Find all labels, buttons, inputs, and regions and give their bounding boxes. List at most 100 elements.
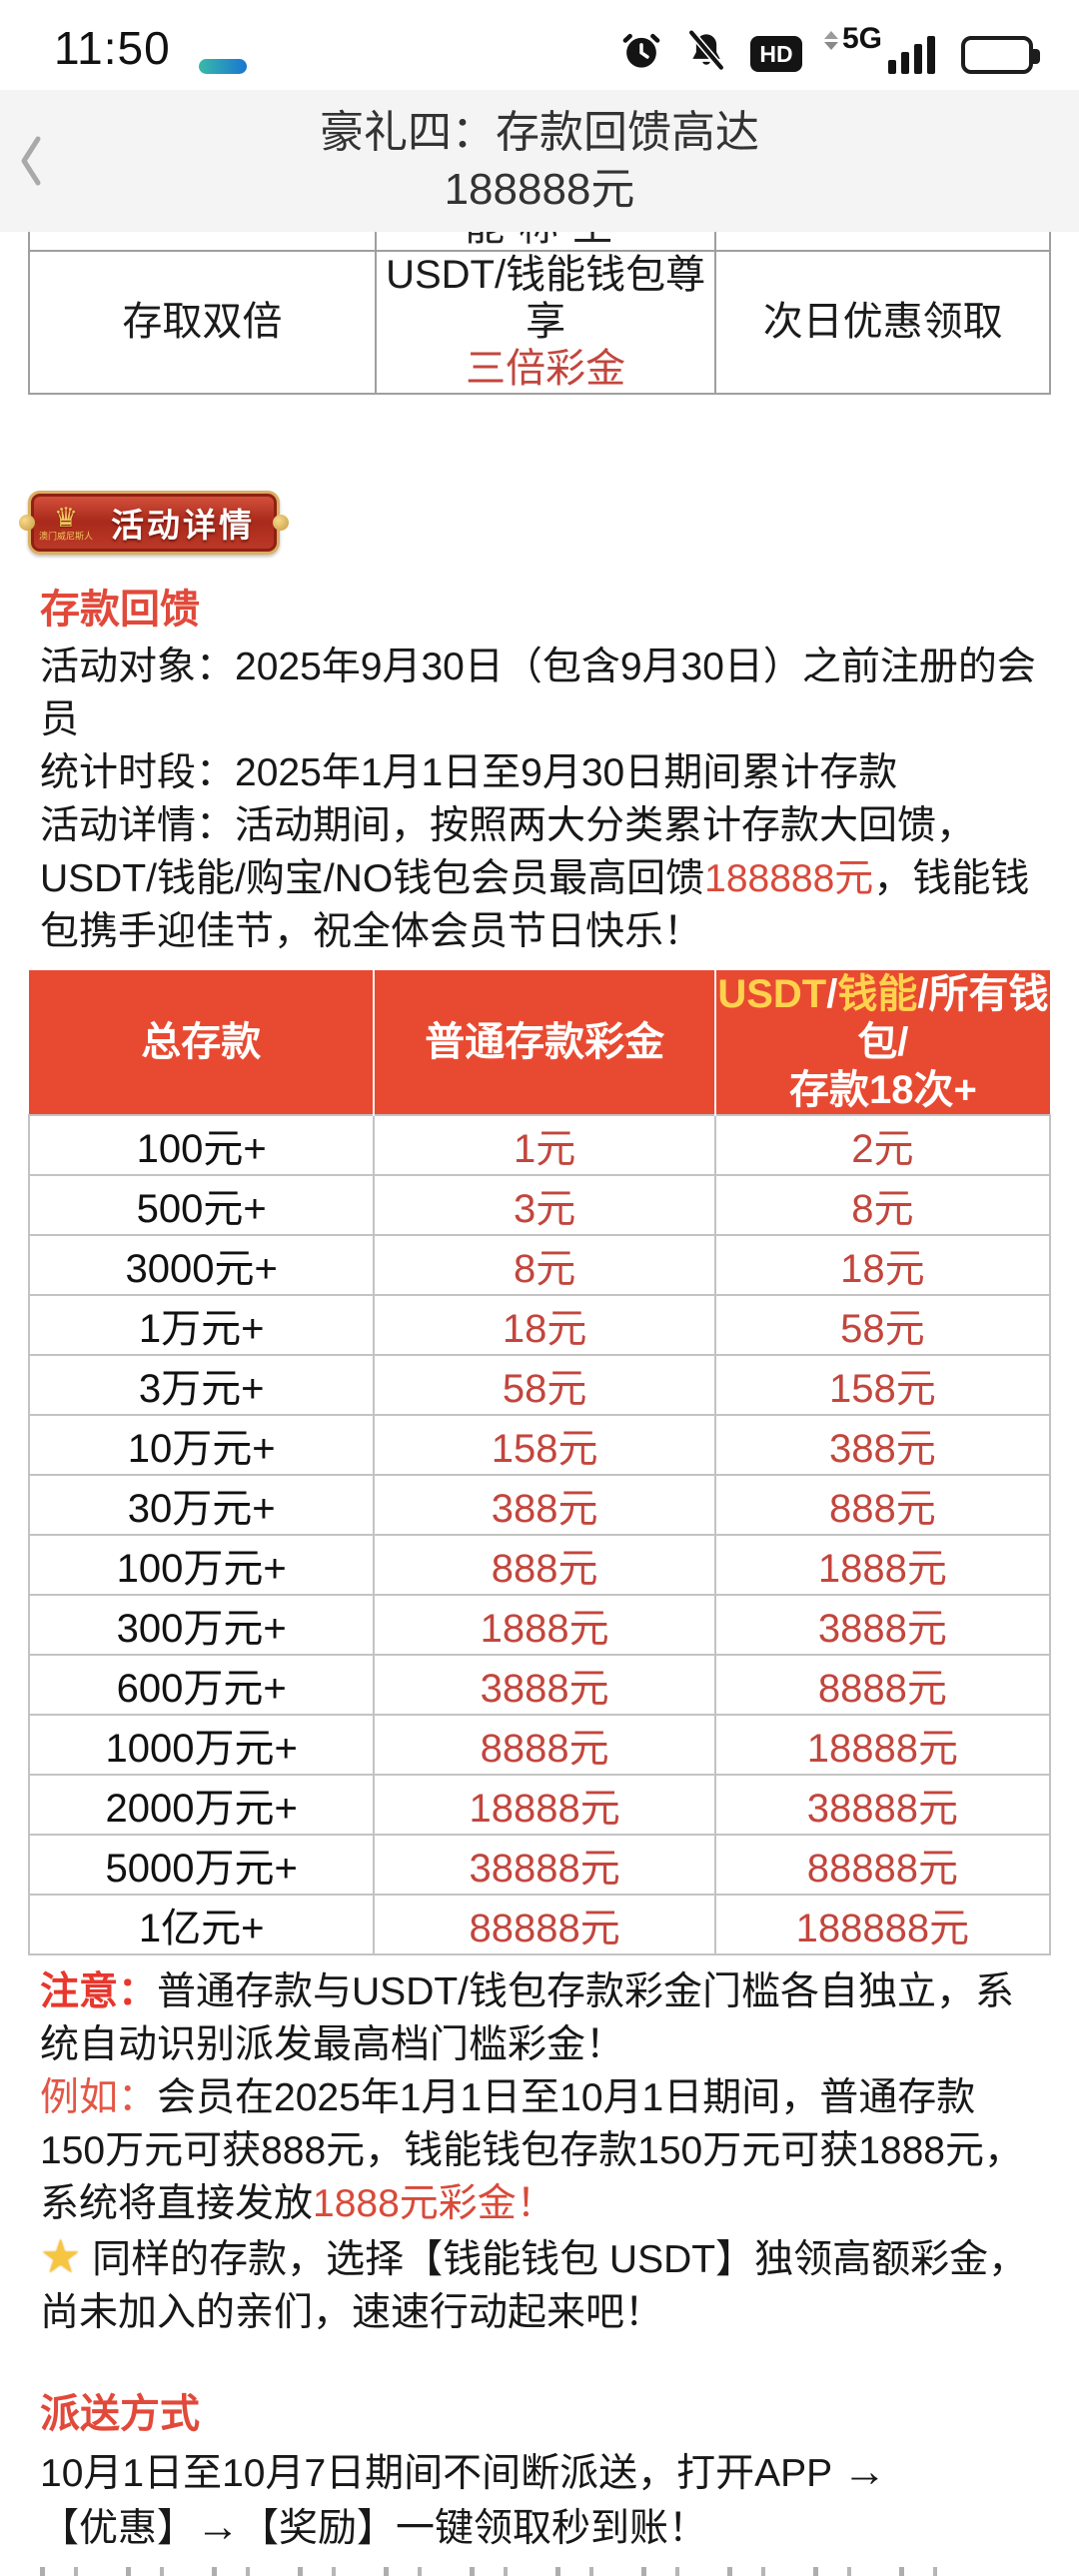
text-segment: 普通存款与USDT/钱包存款彩金门槛各自独立，系统自动识别派发最高档门槛彩金！ <box>40 1970 1015 2066</box>
badge-emblem: ♛ 澳门威尼斯人 <box>31 503 101 543</box>
paragraph-period: 统计时段：2025年1月1日至9月30日期间累计存款 <box>40 746 1039 799</box>
text-segment: /所有钱包/ <box>857 972 1049 1064</box>
benefit-cell-double: 存取双倍 <box>30 252 375 393</box>
text-segment-orange: 例如： <box>40 2076 158 2119</box>
paragraph-delivery: 10月1日至10月7日期间不间断派送，打开APP →【优惠】→【奖励】一键领取秒… <box>40 2445 1039 2555</box>
tier-row: 3万元+ 58元 158元 <box>27 1354 1052 1416</box>
text-segment-red: 188888元 <box>704 857 874 900</box>
tier-row: 300万元+ 1888元 3888元 <box>27 1594 1052 1656</box>
benefit-text: 次日优惠领取 <box>762 300 1003 344</box>
tier-threshold: 1万元+ <box>27 1294 376 1356</box>
tier-bonus-value: 388元 <box>713 1414 1052 1476</box>
tier-bonus-value: 8元 <box>373 1234 716 1296</box>
tier-bonus-value: 88888元 <box>713 1834 1052 1896</box>
tier-bonus-value: 8元 <box>713 1174 1052 1236</box>
benefit-cell-clipped: 能称王 <box>374 232 715 250</box>
tier-threshold: 5000万元+ <box>27 1834 376 1896</box>
tier-bonus-value: 3888元 <box>373 1654 716 1716</box>
back-button[interactable] <box>16 131 60 191</box>
paragraph-call-to-action: ★ 同样的存款，选择【钱能钱包 USDT】独领高额彩金，尚未加入的亲们，速速行动… <box>40 2230 1039 2339</box>
tier-bonus-value: 188888元 <box>713 1894 1052 1955</box>
tier-threshold: 100元+ <box>27 1114 376 1176</box>
text-segment: 统计时段：2025年1月1日至9月30日期间累计存款 <box>40 751 898 794</box>
activity-details-badge: ♛ 澳门威尼斯人 活动详情 <box>28 491 280 555</box>
text-segment: 活动详情：活动期间，按照两大分类累计存款大回馈，USDT/钱能/购宝/NO钱包会… <box>40 804 976 900</box>
benefit-text: USDT/钱能钱包尊享 <box>386 253 706 344</box>
clipped-partial-text: 能称王 <box>377 232 715 247</box>
text-segment: 活动对象：2025年9月30日（包含9月30日）之前注册的会员 <box>40 645 1036 741</box>
text-segment-arrow: → <box>842 2447 887 2496</box>
text-segment-gold: 钱能 <box>837 972 918 1016</box>
tier-bonus-value: 38888元 <box>373 1834 716 1896</box>
tier-threshold: 10万元+ <box>27 1414 376 1476</box>
clipped-next-line <box>40 2567 969 2576</box>
benefit-cell-nextday: 次日优惠领取 <box>714 252 1049 393</box>
tier-bonus-value: 3元 <box>373 1174 716 1236</box>
text-segment: / <box>826 972 838 1016</box>
tier-bonus-value: 888元 <box>713 1474 1052 1536</box>
tier-bonus-value: 8888元 <box>373 1714 716 1776</box>
benefit-cell-usdt: USDT/钱能钱包尊享 三倍彩金 <box>374 252 715 393</box>
tier-row: 30万元+ 388元 888元 <box>27 1474 1052 1536</box>
tier-threshold: 600万元+ <box>27 1654 376 1716</box>
tier-bonus-value: 88888元 <box>373 1894 716 1955</box>
tier-threshold: 1000万元+ <box>27 1714 376 1776</box>
page-title-line2: 188888元 <box>444 165 635 214</box>
tier-bonus-value: 158元 <box>373 1414 716 1476</box>
text-segment-arrow: → <box>196 2502 241 2551</box>
text-segment-star: ★ <box>40 2230 82 2282</box>
tier-row: 1亿元+ 88888元 188888元 <box>27 1894 1052 1955</box>
promo-page: { "status_bar": { "time": "11:50", "hd_l… <box>0 0 1079 2190</box>
tier-row: 10万元+ 158元 388元 <box>27 1414 1052 1476</box>
paragraph-details: 活动详情：活动期间，按照两大分类累计存款大回馈，USDT/钱能/购宝/NO钱包会… <box>40 799 1039 958</box>
text-segment-red: 1888元彩金！ <box>313 2182 555 2225</box>
tier-bonus-value: 58元 <box>713 1294 1052 1356</box>
tier-threshold: 100万元+ <box>27 1534 376 1596</box>
tier-row: 3000元+ 8元 18元 <box>27 1234 1052 1296</box>
tier-row: 5000万元+ 38888元 88888元 <box>27 1834 1052 1896</box>
mute-bell-icon <box>688 30 724 71</box>
nav-bar: 豪礼四：存款回馈高达 188888元 <box>0 90 1079 232</box>
tiers-header-row: 总存款 普通存款彩金 USDT/钱能/所有钱包/ 存款18次+ <box>29 970 1050 1115</box>
tier-bonus-value: 2元 <box>713 1114 1052 1176</box>
tier-threshold: 1亿元+ <box>27 1894 376 1955</box>
text-segment: 10月1日至10月7日期间不间断派送，打开APP <box>40 2452 843 2495</box>
tier-row: 100元+ 1元 2元 <box>27 1114 1052 1176</box>
tier-row: 2000万元+ 18888元 38888元 <box>27 1774 1052 1836</box>
signal-5g-icon: 5G <box>823 22 935 74</box>
battery-icon <box>961 36 1040 74</box>
tier-bonus-value: 38888元 <box>713 1774 1052 1836</box>
tier-bonus-value: 8888元 <box>713 1654 1052 1716</box>
paragraph-audience: 活动对象：2025年9月30日（包含9月30日）之前注册的会员 <box>40 641 1039 746</box>
tiers-table: 总存款 普通存款彩金 USDT/钱能/所有钱包/ 存款18次+ 100元+ 1元 2… <box>27 970 1052 1955</box>
signal-bars-icon <box>888 36 935 74</box>
spacer <box>0 395 1079 491</box>
notes-block: 注意：普通存款与USDT/钱包存款彩金门槛各自独立，系统自动识别派发最高档门槛彩… <box>0 1965 1079 2339</box>
tier-bonus-value: 388元 <box>373 1474 716 1536</box>
page-title-line1: 豪礼四：存款回馈高达 <box>320 108 759 157</box>
app-logo-ribbon <box>198 59 247 74</box>
tier-bonus-value: 18888元 <box>713 1714 1052 1776</box>
tier-threshold: 30万元+ <box>27 1474 376 1536</box>
text-segment-redbold: 注意： <box>40 1970 158 2013</box>
benefits-row: 存取双倍 USDT/钱能钱包尊享 三倍彩金 次日优惠领取 <box>30 252 1049 393</box>
alarm-clock-icon <box>622 33 660 68</box>
network-type-label: 5G <box>841 22 882 55</box>
tier-bonus-value: 1元 <box>373 1114 716 1176</box>
text-segment-gold: USDT <box>717 972 827 1016</box>
tier-row: 1000万元+ 8888元 18888元 <box>27 1714 1052 1776</box>
tier-row: 600万元+ 3888元 8888元 <box>27 1654 1052 1716</box>
benefit-cell-empty <box>30 232 375 250</box>
header-normal-bonus: 普通存款彩金 <box>373 970 715 1115</box>
benefit-text: 存取双倍 <box>122 300 283 344</box>
tier-bonus-value: 18元 <box>713 1234 1052 1296</box>
lion-crest-icon: ♛ <box>53 503 79 533</box>
tier-bonus-value: 58元 <box>373 1354 716 1416</box>
tier-threshold: 2000万元+ <box>27 1774 376 1836</box>
paragraph-notice: 注意：普通存款与USDT/钱包存款彩金门槛各自独立，系统自动识别派发最高档门槛彩… <box>40 1965 1039 2071</box>
tier-bonus-value: 158元 <box>713 1354 1052 1416</box>
tier-bonus-value: 888元 <box>373 1534 716 1596</box>
benefit-text-highlight: 三倍彩金 <box>466 347 626 391</box>
tier-row: 1万元+ 18元 58元 <box>27 1294 1052 1356</box>
paragraph-example: 例如：会员在2025年1月1日至10月1日期间，普通存款150万元可获888元，… <box>40 2071 1039 2230</box>
